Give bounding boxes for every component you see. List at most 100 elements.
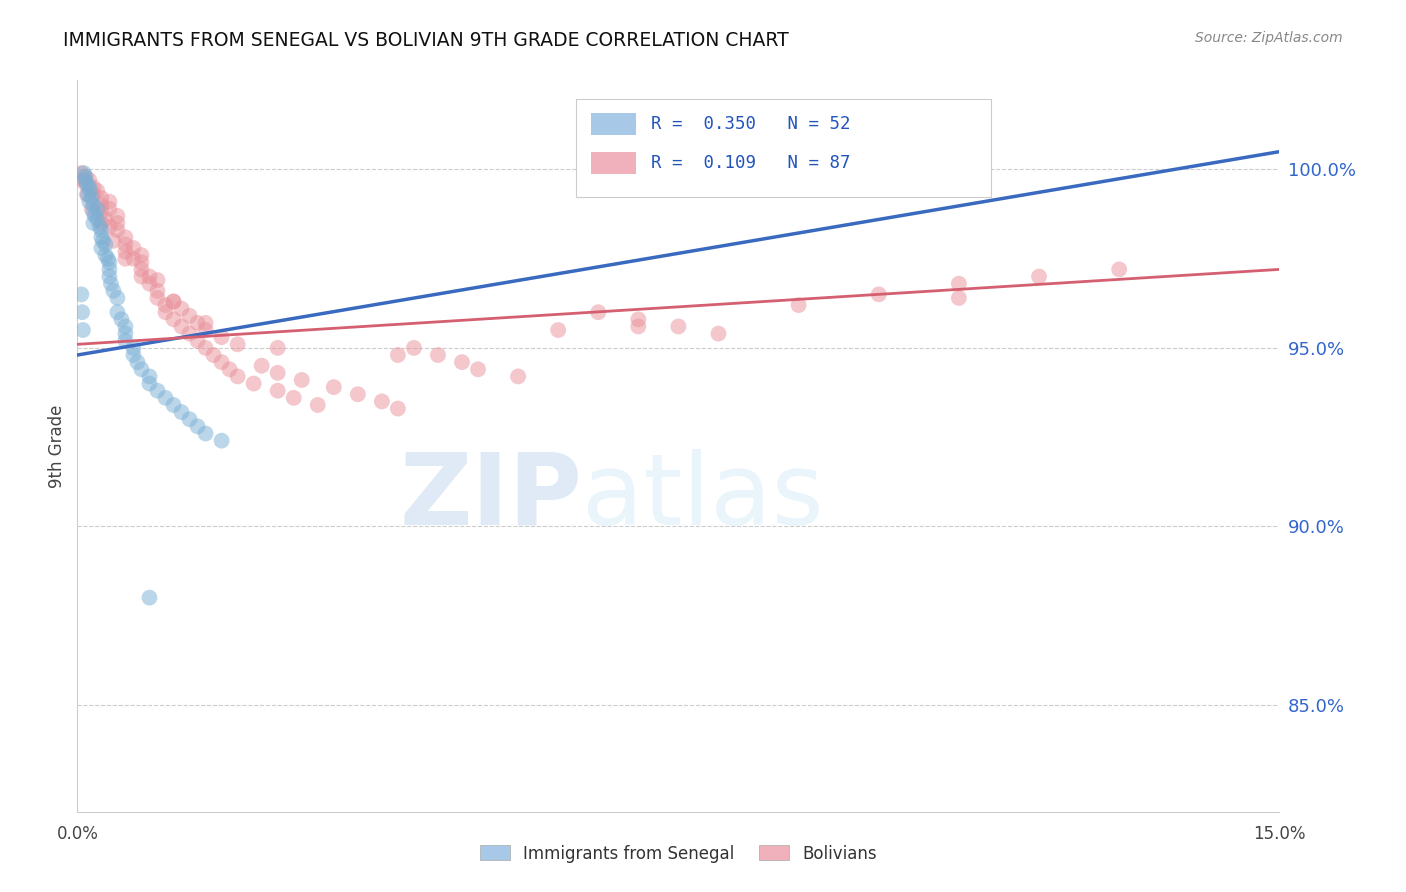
Point xyxy=(98,194,121,209)
Point xyxy=(107,223,129,237)
Point xyxy=(79,173,101,187)
Y-axis label: 9th Grade: 9th Grade xyxy=(48,404,66,488)
FancyBboxPatch shape xyxy=(576,99,991,197)
Point xyxy=(371,394,394,409)
Point xyxy=(131,269,153,284)
Point xyxy=(218,362,240,376)
Point xyxy=(267,384,290,398)
Point xyxy=(146,284,169,298)
Text: Source: ZipAtlas.com: Source: ZipAtlas.com xyxy=(1195,31,1343,45)
Point xyxy=(94,248,117,262)
Point xyxy=(170,405,193,419)
Point xyxy=(82,187,104,202)
Point xyxy=(267,341,290,355)
Point xyxy=(1108,262,1130,277)
Point xyxy=(179,309,201,323)
Point xyxy=(155,298,177,312)
Point xyxy=(107,216,129,230)
Point xyxy=(131,248,153,262)
Point xyxy=(86,184,108,198)
Point xyxy=(98,262,121,277)
Point xyxy=(211,330,233,344)
Point xyxy=(451,355,474,369)
Text: IMMIGRANTS FROM SENEGAL VS BOLIVIAN 9TH GRADE CORRELATION CHART: IMMIGRANTS FROM SENEGAL VS BOLIVIAN 9TH … xyxy=(63,31,789,50)
Point xyxy=(131,255,153,269)
Point xyxy=(138,376,160,391)
Point xyxy=(70,166,93,180)
Point xyxy=(162,312,184,326)
Point xyxy=(110,312,132,326)
Point xyxy=(627,312,650,326)
Point xyxy=(146,273,169,287)
Point xyxy=(72,323,94,337)
Point xyxy=(114,237,136,252)
Point xyxy=(186,316,209,330)
Point xyxy=(114,230,136,244)
Point xyxy=(146,384,169,398)
Point xyxy=(131,362,153,376)
Point xyxy=(122,241,145,255)
Point xyxy=(707,326,730,341)
Point xyxy=(194,323,217,337)
Point xyxy=(787,298,810,312)
Point xyxy=(90,205,112,219)
Text: ZIP: ZIP xyxy=(399,449,582,546)
Point xyxy=(94,237,117,252)
Point xyxy=(98,219,121,234)
Point xyxy=(80,202,103,216)
Point xyxy=(100,277,122,291)
Point xyxy=(114,319,136,334)
Point xyxy=(1028,269,1050,284)
Point xyxy=(283,391,305,405)
Point xyxy=(138,369,160,384)
Point xyxy=(79,180,101,194)
Point xyxy=(90,230,112,244)
Point xyxy=(547,323,569,337)
Legend: Immigrants from Senegal, Bolivians: Immigrants from Senegal, Bolivians xyxy=(472,838,884,869)
Point xyxy=(107,305,129,319)
Point xyxy=(402,341,425,355)
Point xyxy=(122,348,145,362)
Point xyxy=(76,187,98,202)
Point xyxy=(94,212,117,227)
Point xyxy=(114,252,136,266)
Point xyxy=(90,241,112,255)
Point xyxy=(138,269,160,284)
Point xyxy=(162,294,184,309)
Point xyxy=(114,326,136,341)
FancyBboxPatch shape xyxy=(591,113,637,136)
Point xyxy=(948,291,970,305)
Point xyxy=(82,198,104,212)
Point xyxy=(103,284,125,298)
Point xyxy=(226,369,249,384)
Point xyxy=(79,184,101,198)
Point xyxy=(70,305,93,319)
Point xyxy=(127,355,149,369)
Point xyxy=(267,366,290,380)
Point xyxy=(75,173,97,187)
Point xyxy=(89,219,111,234)
Point xyxy=(107,291,129,305)
Point xyxy=(79,194,101,209)
Point xyxy=(98,202,121,216)
Point xyxy=(322,380,344,394)
Point xyxy=(86,202,108,216)
Point xyxy=(138,591,160,605)
Point xyxy=(508,369,530,384)
Point xyxy=(75,177,97,191)
Point xyxy=(226,337,249,351)
Point xyxy=(179,412,201,426)
Point xyxy=(211,434,233,448)
Point xyxy=(387,401,409,416)
Point xyxy=(202,348,225,362)
Point xyxy=(155,391,177,405)
Point xyxy=(242,376,264,391)
Point xyxy=(70,287,93,301)
Point xyxy=(291,373,314,387)
Point xyxy=(86,212,108,227)
Point xyxy=(76,187,98,202)
Point xyxy=(194,426,217,441)
Point xyxy=(82,180,104,194)
Point xyxy=(186,419,209,434)
Point xyxy=(162,294,184,309)
